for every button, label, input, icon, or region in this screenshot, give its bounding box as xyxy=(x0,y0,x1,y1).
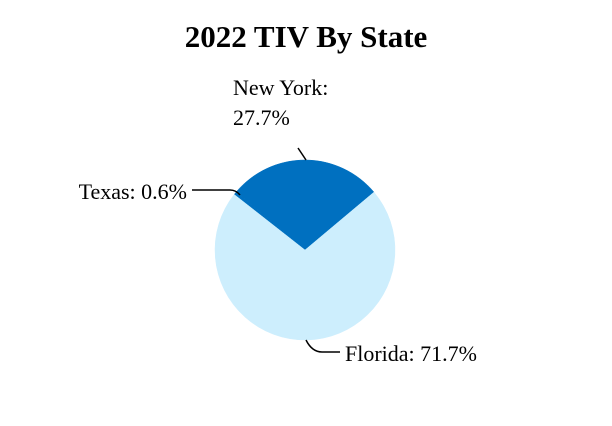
data-label: Florida: 71.7% xyxy=(345,341,477,366)
slices xyxy=(214,159,396,341)
data-label: Texas: 0.6% xyxy=(78,179,187,204)
leader-line xyxy=(297,147,307,161)
leader-line xyxy=(192,189,241,196)
data-label: New York: 27.7% xyxy=(233,75,329,130)
chart-title: 2022 TIV By State xyxy=(185,19,428,54)
leader-line xyxy=(305,339,340,353)
